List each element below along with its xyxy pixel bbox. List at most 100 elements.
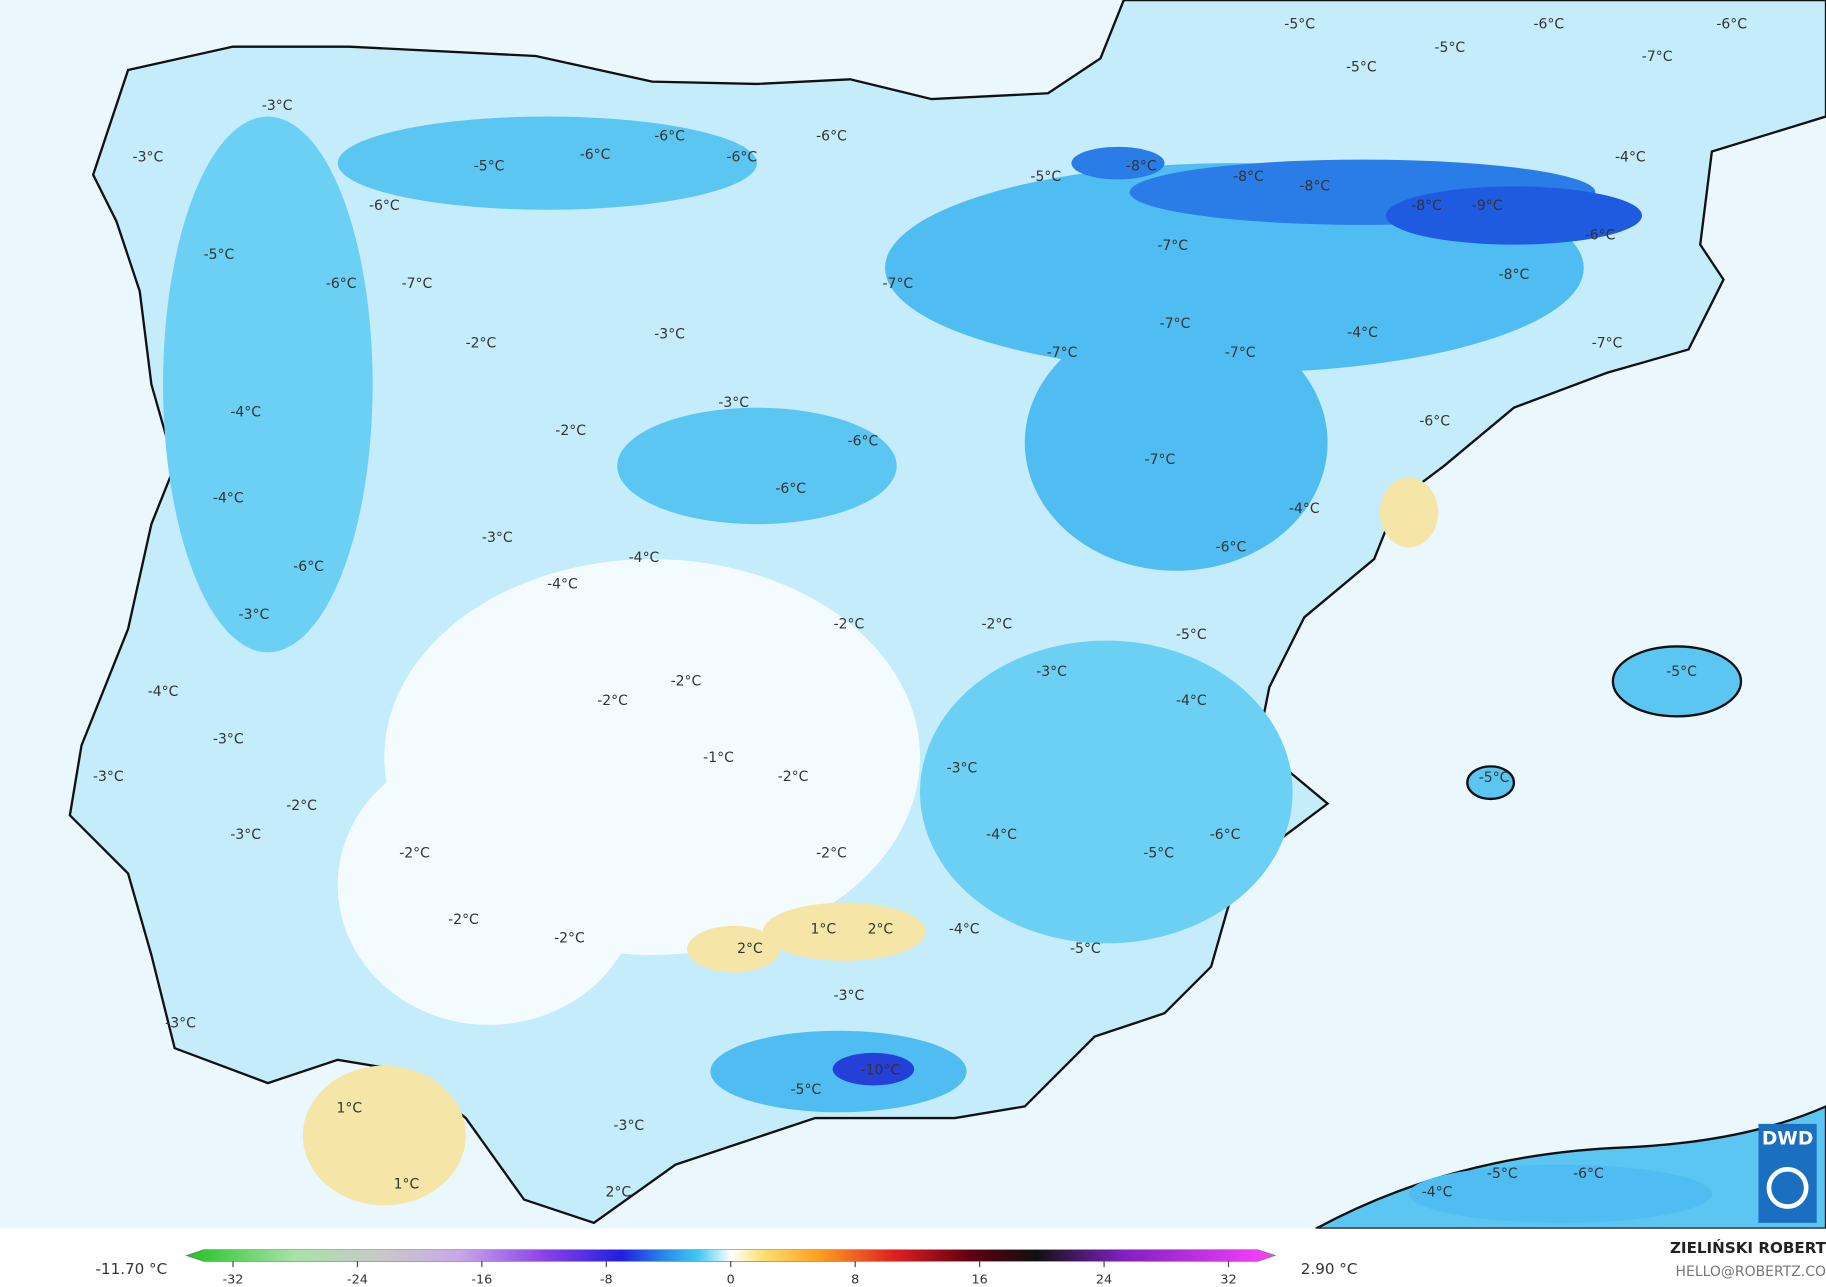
temp-label: -10°C <box>861 1062 901 1078</box>
temp-label: -3°C <box>718 395 749 411</box>
temp-label: -6°C <box>1419 414 1450 430</box>
colorbar-tick-label: -16 <box>471 1272 492 1287</box>
temp-label: -6°C <box>326 276 357 292</box>
temp-label: -6°C <box>1585 227 1616 243</box>
temp-label: -3°C <box>654 326 685 342</box>
email: HELLO@ROBERTZ.CO <box>1676 1264 1826 1280</box>
temp-label: -2°C <box>597 693 628 709</box>
land <box>68 0 1826 1230</box>
temp-label: -4°C <box>1615 149 1646 165</box>
temp-label: -8°C <box>1126 159 1157 175</box>
temp-label: -9°C <box>1472 198 1503 214</box>
temp-label: -2°C <box>466 336 497 352</box>
temp-label: -3°C <box>165 1016 196 1032</box>
temp-label: -5°C <box>204 247 235 263</box>
temp-label: -5°C <box>474 159 505 175</box>
temp-label: -7°C <box>1145 452 1176 468</box>
temp-label: -4°C <box>629 550 660 566</box>
temp-label: -8°C <box>1411 198 1442 214</box>
temp-label: -2°C <box>816 846 847 862</box>
temp-label: -6°C <box>654 128 685 144</box>
temp-label: -5°C <box>1435 40 1466 56</box>
temp-label: 2°C <box>606 1185 632 1201</box>
temp-label: -6°C <box>816 128 847 144</box>
temp-label: -5°C <box>1487 1166 1518 1182</box>
temp-label: -5°C <box>1070 941 1101 957</box>
temp-label: -3°C <box>230 827 261 843</box>
temp-label: -6°C <box>369 198 400 214</box>
temp-label: -2°C <box>399 846 430 862</box>
temp-label: -2°C <box>448 912 479 928</box>
temp-label: 2°C <box>868 921 894 937</box>
temp-label: -7°C <box>883 276 914 292</box>
temp-label: -8°C <box>1233 169 1264 185</box>
temp-label: -6°C <box>1210 827 1241 843</box>
temp-label: -3°C <box>93 769 124 785</box>
temp-label: -5°C <box>1143 846 1174 862</box>
temp-label: -6°C <box>1716 17 1747 33</box>
temp-label: -5°C <box>1479 770 1510 786</box>
temp-label: -7°C <box>402 276 433 292</box>
temp-label: -7°C <box>1047 345 1078 361</box>
temp-label: -6°C <box>726 149 757 165</box>
temp-label: -3°C <box>947 761 978 777</box>
temp-label: -2°C <box>834 616 865 632</box>
temp-label: -1°C <box>703 750 734 766</box>
author: ZIELIŃSKI ROBERT <box>1670 1238 1826 1257</box>
temp-label: -6°C <box>1534 17 1565 33</box>
temp-label: 2°C <box>737 941 763 957</box>
max-label: 2.90 °C <box>1301 1260 1358 1278</box>
temp-label: -6°C <box>1216 539 1247 555</box>
temperature-labels: -3°C -3°C -5°C -6°C -6°C -6°C -6°C -6°C -5°C -6°C… <box>93 17 1747 1201</box>
colorbar-tick-label: 16 <box>971 1272 987 1287</box>
temp-label: -3°C <box>213 732 244 748</box>
logo-text: DWD <box>1762 1129 1813 1150</box>
colorbar-tick-label: 8 <box>851 1272 859 1287</box>
temp-label: -5°C <box>1284 17 1315 33</box>
temp-label: -3°C <box>1036 664 1067 680</box>
temp-label: -4°C <box>1347 325 1378 341</box>
temp-label: -3°C <box>262 98 293 114</box>
temp-label: -2°C <box>554 931 585 947</box>
temp-label: -4°C <box>547 577 578 593</box>
temp-label: -4°C <box>1289 501 1320 517</box>
temp-label: -7°C <box>1225 345 1256 361</box>
temp-label: -3°C <box>239 607 270 623</box>
colorbar-tick-label: -24 <box>347 1272 368 1287</box>
colorbar: -32 -24 -16 -8 0 8 16 24 32 <box>185 1249 1277 1287</box>
colorbar-tick-label: 0 <box>727 1272 735 1287</box>
temp-label: -3°C <box>133 149 164 165</box>
temp-label: -3°C <box>834 988 865 1004</box>
temp-label: -4°C <box>148 684 179 700</box>
logo-icon <box>1766 1166 1809 1209</box>
temp-label: 1°C <box>394 1176 420 1192</box>
temp-label: -4°C <box>1176 693 1207 709</box>
temp-label: 1°C <box>337 1101 363 1117</box>
temp-label: -3°C <box>614 1118 645 1134</box>
temp-label: -6°C <box>1573 1166 1604 1182</box>
colorbar-tick-label: -32 <box>223 1272 244 1287</box>
temp-label: -5°C <box>1030 169 1061 185</box>
temp-label: -3°C <box>482 530 513 546</box>
temp-label: -6°C <box>848 433 879 449</box>
temp-label: -4°C <box>949 921 980 937</box>
temp-label: -8°C <box>1499 267 1530 283</box>
temp-label: -6°C <box>580 147 611 163</box>
colorbar-tick-label: 32 <box>1220 1272 1236 1287</box>
temp-label: -2°C <box>982 616 1013 632</box>
temp-label: -7°C <box>1160 316 1191 332</box>
colorbar-tick-label: -8 <box>600 1272 613 1287</box>
temp-label: -6°C <box>775 481 806 497</box>
min-label: -11.70 °C <box>95 1260 167 1278</box>
temp-label: -7°C <box>1157 238 1188 254</box>
temp-label: -7°C <box>1642 49 1673 65</box>
temp-label: -4°C <box>1422 1185 1453 1201</box>
temp-label: -4°C <box>986 827 1017 843</box>
colorbar-tick-label: 24 <box>1096 1272 1112 1287</box>
temp-label: -5°C <box>1176 627 1207 643</box>
temp-label: -4°C <box>213 491 244 507</box>
temp-label: -2°C <box>671 673 702 689</box>
temp-label: -5°C <box>791 1082 822 1098</box>
temp-label: -7°C <box>1592 336 1623 352</box>
